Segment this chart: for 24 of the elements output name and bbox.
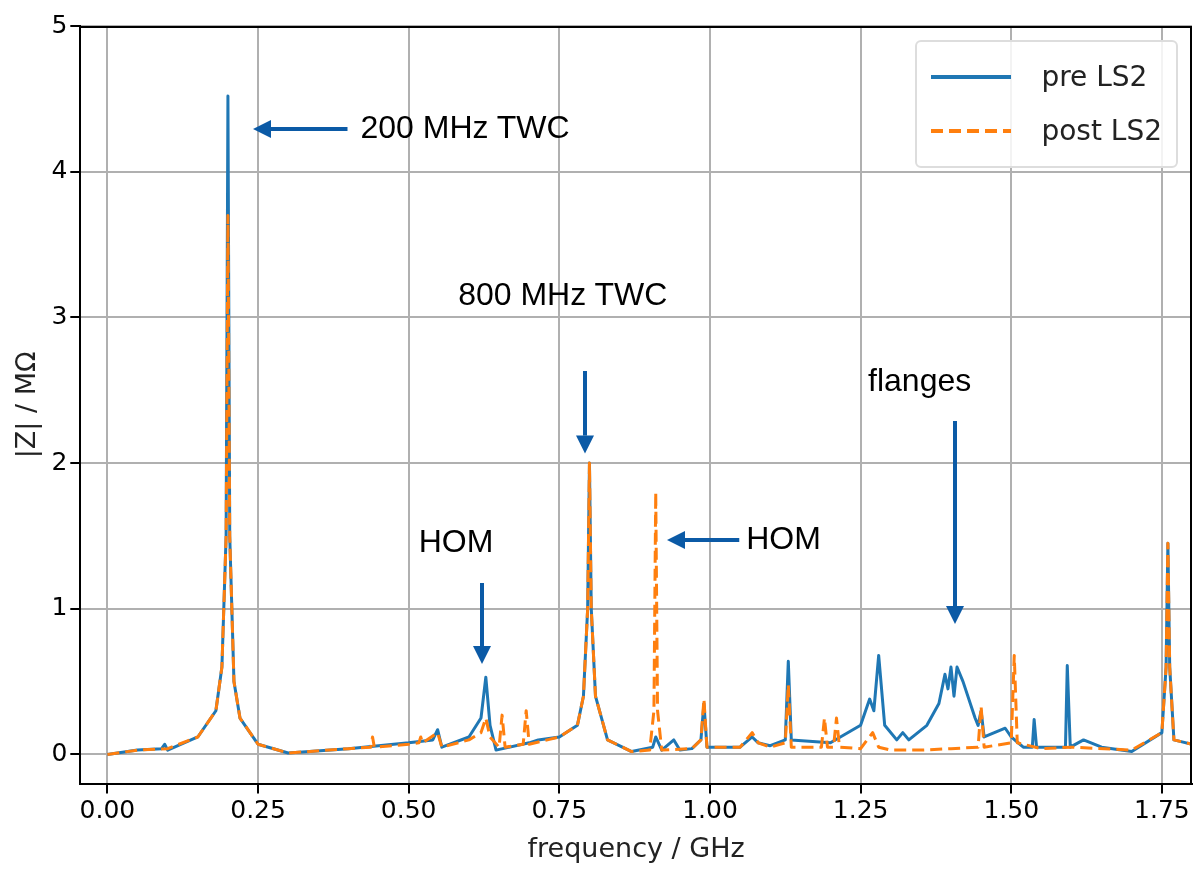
x-tick-label: 1.75	[1134, 795, 1190, 825]
x-tick-label: 1.50	[983, 795, 1040, 825]
annotation: HOM	[746, 520, 821, 557]
y-tick-label: 1	[51, 592, 68, 622]
x-tick-label: 0.00	[79, 795, 136, 825]
x-tick-label: 1.25	[832, 795, 889, 825]
line-series	[105, 213, 1192, 756]
y-tick-label: 3	[51, 300, 68, 330]
y-axis-title: |Z| / MΩ	[10, 351, 43, 459]
y-tick-label: 0	[51, 737, 68, 767]
x-tick-label: 0.50	[380, 795, 437, 825]
y-tick-label: 2	[51, 446, 68, 476]
x-tick-label: 0.25	[230, 795, 286, 825]
annotation: 200 MHz TWC	[360, 108, 570, 145]
y-tick-label: 5	[51, 9, 68, 39]
legend-label: pre LS2	[1041, 59, 1148, 95]
annotation: HOM	[418, 522, 494, 559]
annotation: 800 MHz TWC	[458, 276, 668, 313]
x-axis-title: frequency / GHz	[527, 831, 745, 863]
legend-label: post LS2	[1041, 113, 1162, 149]
x-tick-label: 1.00	[682, 795, 738, 825]
annotation: flanges	[868, 361, 972, 398]
y-tick-label: 4	[51, 155, 68, 185]
x-tick-label: 0.75	[531, 795, 588, 825]
